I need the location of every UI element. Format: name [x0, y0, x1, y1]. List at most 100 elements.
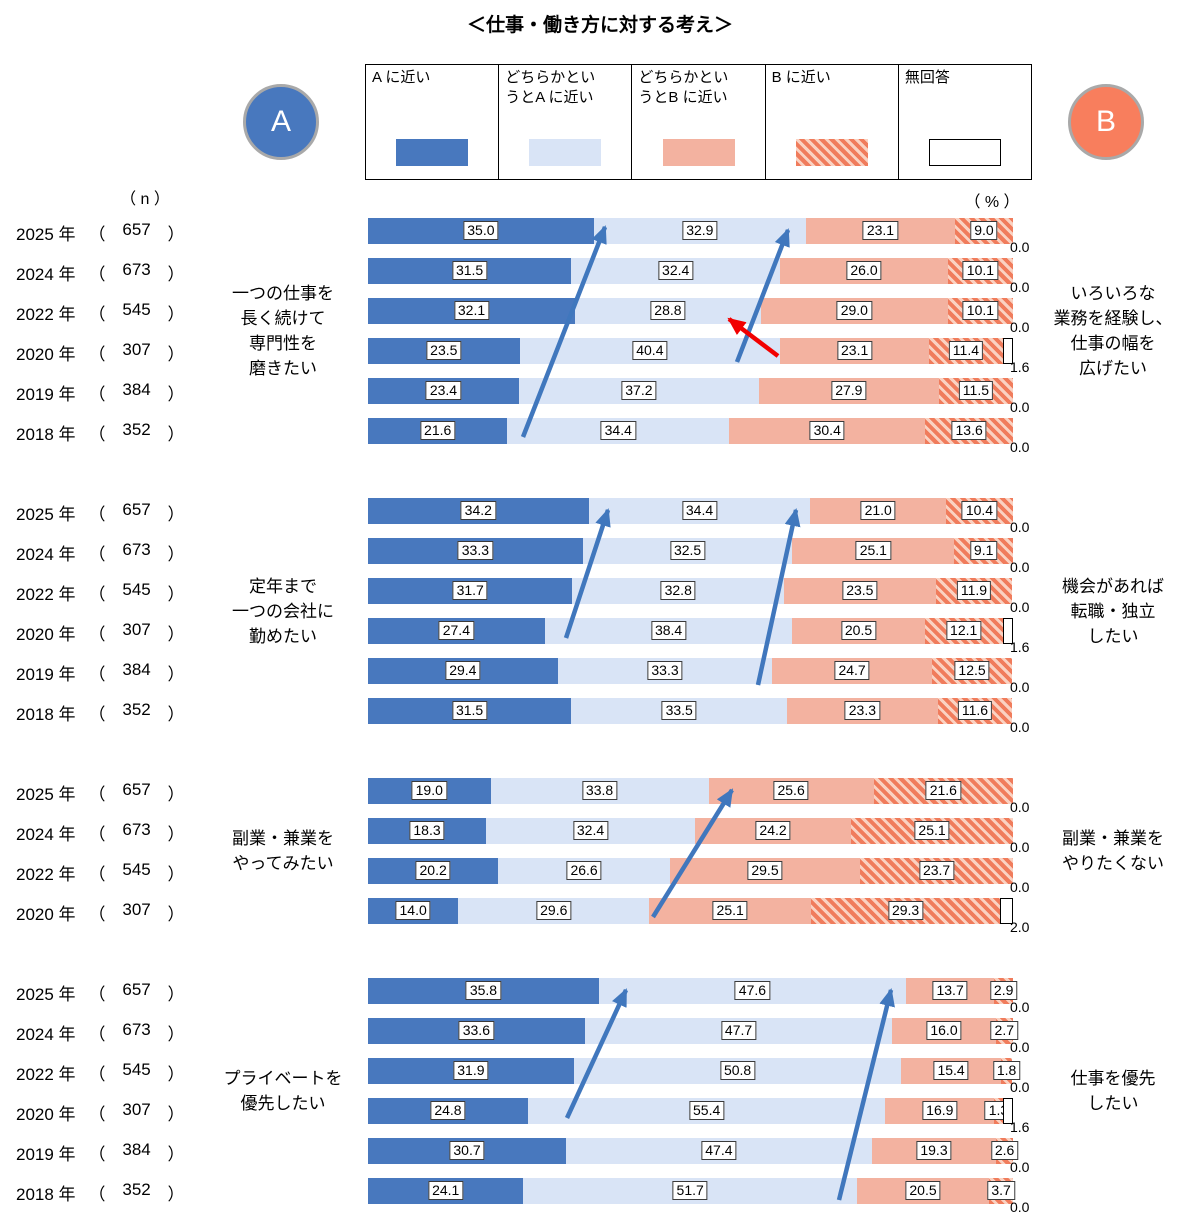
value-label: 35.0 — [463, 221, 499, 240]
circle-b-badge: B — [1068, 84, 1144, 160]
legend-item-no-answer: 無回答 — [897, 65, 1031, 179]
value-label: 35.8 — [465, 981, 502, 1000]
value-label: 27.4 — [438, 621, 474, 640]
value-label: 40.4 — [632, 341, 668, 360]
value-label: 20.5 — [905, 1181, 941, 1200]
no-answer-label: 1.6 — [1010, 359, 1030, 375]
value-label: 28.8 — [650, 301, 686, 320]
no-answer-label: 0.0 — [1010, 599, 1030, 615]
value-label: 3.7 — [987, 1181, 1015, 1200]
bar-row: 29.4 33.3 24.7 12.5 0.0 — [368, 658, 1029, 695]
bar-row: 31.9 50.8 15.4 1.8 0.0 — [368, 1058, 1029, 1095]
value-label: 23.4 — [425, 381, 462, 400]
no-answer-label: 0.0 — [1010, 319, 1030, 335]
legend-swatch-a-weak — [529, 139, 602, 166]
value-label: 29.4 — [445, 661, 481, 680]
no-answer-label: 0.0 — [1010, 1039, 1030, 1055]
bar-row: 23.5 40.4 23.1 11.4 1.6 — [368, 338, 1029, 375]
value-label: 11.5 — [958, 381, 994, 400]
year-label: 2024 年（673） — [16, 820, 185, 844]
value-label: 21.0 — [860, 501, 896, 520]
value-label: 33.6 — [458, 1021, 494, 1040]
no-answer-label: 1.6 — [1010, 1119, 1030, 1135]
value-label: 32.9 — [682, 221, 718, 240]
value-label: 34.4 — [681, 501, 718, 520]
value-label: 31.7 — [452, 581, 488, 600]
value-label: 38.4 — [650, 621, 687, 640]
legend-item-somewhat-b: どちらかとい うとB に近い — [631, 65, 764, 179]
legend-label: A に近い — [372, 69, 431, 86]
value-label: 33.5 — [661, 701, 697, 720]
value-label: 16.0 — [926, 1021, 962, 1040]
group-a-label: 副業・兼業を やってみたい — [232, 829, 334, 873]
year-label: 2024 年（673） — [16, 1020, 185, 1044]
bar-row: 23.4 37.2 27.9 11.5 0.0 — [368, 378, 1029, 415]
value-label: 30.4 — [809, 421, 845, 440]
no-answer-label: 0.0 — [1010, 1079, 1030, 1095]
no-answer-label: 0.0 — [1010, 559, 1030, 575]
value-label: 24.7 — [834, 661, 870, 680]
bar-segment — [1002, 1098, 1013, 1124]
legend-label: 無回答 — [904, 69, 950, 86]
year-label: 2022 年（545） — [16, 860, 185, 884]
value-label: 21.6 — [925, 781, 961, 800]
year-label: 2020 年（307） — [16, 1100, 185, 1124]
legend-item-close-to-b: B に近い — [764, 65, 898, 179]
value-label: 30.7 — [449, 1141, 485, 1160]
no-answer-label: 0.0 — [1010, 719, 1030, 735]
circle-a-badge: A — [243, 84, 319, 160]
value-label: 19.0 — [411, 781, 447, 800]
bar-row: 30.7 47.4 19.3 2.6 0.0 — [368, 1138, 1029, 1175]
value-label: 25.6 — [773, 781, 809, 800]
bar-row: 31.5 32.4 26.0 10.1 0.0 — [368, 258, 1029, 295]
value-label: 23.3 — [844, 701, 881, 720]
group-a-label: 一つの仕事を 長く続けて 専門性を 磨きたい — [232, 284, 334, 378]
bar-row: 24.8 55.4 16.9 1.3 1.6 — [368, 1098, 1029, 1135]
legend-label: B に近い — [771, 69, 831, 86]
value-label: 2.7 — [990, 1021, 1019, 1040]
no-answer-label: 0.0 — [1010, 879, 1030, 895]
value-label: 29.5 — [747, 861, 783, 880]
year-label: 2025 年（657） — [16, 500, 185, 524]
year-label: 2018 年（352） — [16, 420, 185, 444]
value-label: 33.8 — [581, 781, 618, 800]
no-answer-label: 0.0 — [1010, 519, 1030, 535]
value-label: 10.1 — [962, 301, 999, 320]
value-label: 32.4 — [658, 261, 694, 280]
value-label: 20.2 — [415, 861, 451, 880]
no-answer-label: 0.0 — [1010, 399, 1030, 415]
value-label: 25.1 — [712, 901, 748, 920]
value-label: 32.1 — [453, 301, 490, 320]
bar-row: 33.3 32.5 25.1 9.1 0.0 — [368, 538, 1029, 575]
value-label: 24.8 — [430, 1101, 466, 1120]
value-label: 47.4 — [701, 1141, 737, 1160]
year-label: 2025 年（657） — [16, 780, 185, 804]
year-label: 2019 年（384） — [16, 1140, 185, 1164]
no-answer-label: 0.0 — [1010, 1199, 1030, 1215]
value-label: 32.4 — [572, 821, 609, 840]
legend-swatch-a-strong — [396, 139, 469, 166]
legend-item-somewhat-a: どちらかとい うとA に近い — [498, 65, 631, 179]
value-label: 1.8 — [992, 1061, 1021, 1080]
value-label: 31.9 — [453, 1061, 489, 1080]
value-label: 16.9 — [922, 1101, 958, 1120]
value-label: 23.7 — [918, 861, 955, 880]
bar-row: 19.0 33.8 25.6 21.6 0.0 — [368, 778, 1029, 815]
no-answer-label: 0.0 — [1010, 439, 1030, 455]
no-answer-label: 0.0 — [1010, 799, 1030, 815]
value-label: 11.4 — [948, 341, 984, 360]
value-label: 26.6 — [566, 861, 602, 880]
bar-row: 24.1 51.7 20.5 3.7 0.0 — [368, 1178, 1029, 1215]
value-label: 33.3 — [647, 661, 683, 680]
bar-row: 27.4 38.4 20.5 12.1 1.6 — [368, 618, 1029, 655]
bar-segment — [1002, 338, 1013, 364]
group-b-label: 副業・兼業を やりたくない — [1062, 829, 1164, 873]
year-label: 2018 年（352） — [16, 700, 185, 724]
value-label: 24.2 — [755, 821, 791, 840]
value-label: 34.2 — [460, 501, 496, 520]
value-label: 31.5 — [451, 701, 488, 720]
legend-swatch-b-weak — [662, 139, 735, 166]
year-label: 2019 年（384） — [16, 660, 185, 684]
